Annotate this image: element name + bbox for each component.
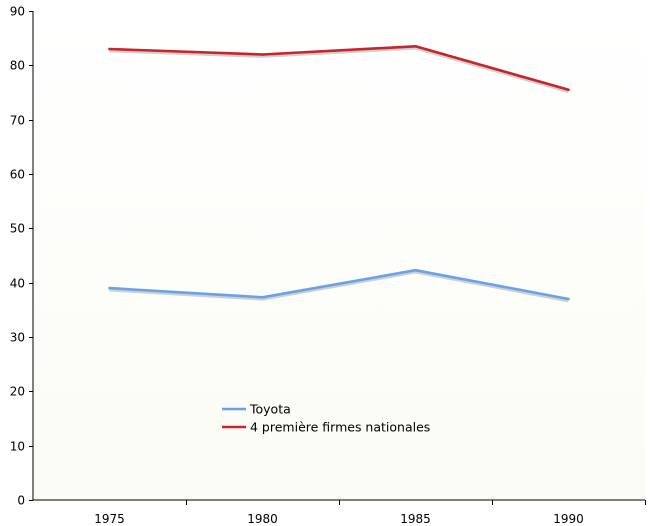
y-tick-label: 40 xyxy=(10,277,25,291)
legend-label: 4 première firmes nationales xyxy=(250,420,430,435)
series-line-shadow xyxy=(109,46,569,94)
y-tick-label: 0 xyxy=(17,494,25,508)
series-line-shadow xyxy=(109,270,569,303)
data-point xyxy=(567,297,570,301)
y-tick-label: 50 xyxy=(10,222,25,236)
y-tick-label: 60 xyxy=(10,168,25,182)
data-point xyxy=(414,45,417,48)
legend-item: Toyota xyxy=(222,402,291,417)
y-tick-label: 10 xyxy=(10,440,25,454)
series-line xyxy=(109,44,569,92)
y-tick-label: 90 xyxy=(10,5,25,19)
data-point xyxy=(261,53,264,56)
x-tick-label: 1980 xyxy=(247,512,278,526)
y-axis: 0 10 20 30 40 50 60 70 80 90 xyxy=(10,5,34,508)
legend: Toyota 4 première firmes nationales xyxy=(222,402,430,435)
x-tick-label: 1990 xyxy=(553,512,584,526)
data-point xyxy=(108,47,111,51)
y-tick-label: 80 xyxy=(10,59,25,73)
x-tick-label: 1975 xyxy=(94,512,125,526)
data-point xyxy=(414,268,417,272)
y-tick-label: 70 xyxy=(10,114,25,128)
y-tick-label: 30 xyxy=(10,331,25,345)
series-line xyxy=(109,268,569,301)
series-layer xyxy=(108,44,570,303)
legend-label: Toyota xyxy=(249,402,291,417)
x-tick-label: 1985 xyxy=(400,512,431,526)
series-0 xyxy=(108,268,570,303)
legend-item: 4 première firmes nationales xyxy=(222,420,430,435)
data-point xyxy=(261,296,264,299)
data-point xyxy=(108,286,111,290)
y-tick-label: 20 xyxy=(10,385,25,399)
x-axis: 1975 1980 1985 1990 xyxy=(33,499,646,526)
plot-background xyxy=(33,11,645,500)
data-point xyxy=(567,88,570,92)
series-1 xyxy=(108,44,570,94)
